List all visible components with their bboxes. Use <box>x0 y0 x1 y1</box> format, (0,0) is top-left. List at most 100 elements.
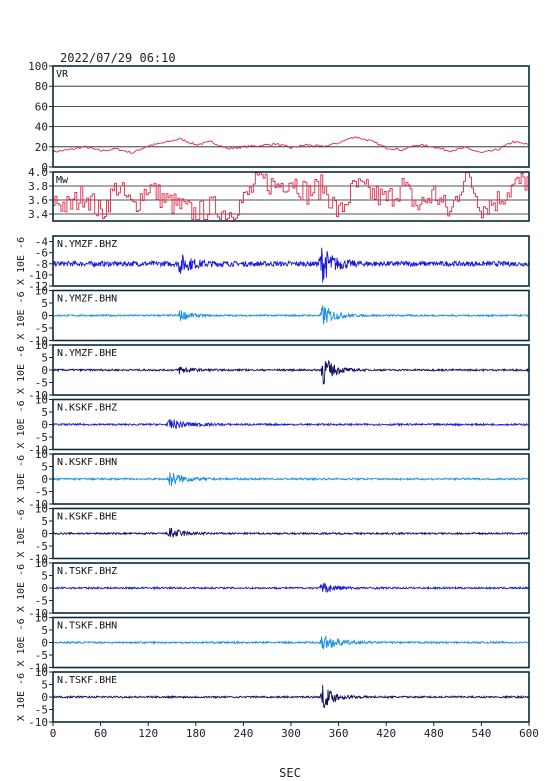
wave-panel-7-ytick-label: -5 <box>35 595 48 608</box>
wave-panel-5-ytick-label: -5 <box>35 486 48 499</box>
wave-panel-2-ylabel: X 10E -6 <box>16 291 27 339</box>
wave-panel-5-ylabel: X 10E -6 <box>16 455 27 503</box>
wave-panel-7-ytick-label: -10 <box>28 607 48 620</box>
x-tick-label: 0 <box>50 727 57 740</box>
wave-panel-8-ytick-label: 0 <box>41 637 48 650</box>
mw-ytick-label: 4.0 <box>28 166 48 179</box>
wave-panel-1-frame <box>52 235 530 287</box>
wave-panel-3-ytick-label: 5 <box>41 352 48 365</box>
wave-panel-4-frame <box>52 398 530 451</box>
wave-panel-5-label: N.KSKF.BHN <box>57 457 117 468</box>
wave-panel-8-ylabel: X 10E -6 <box>16 618 27 666</box>
mw-series-line <box>53 172 530 221</box>
wave-panel-6-ytick-label: -5 <box>35 540 48 553</box>
vr-ytick-label: 20 <box>35 141 48 154</box>
wave-panel-6-ytick-label: 10 <box>35 503 48 516</box>
wave-panel-6-ytick-label: -10 <box>28 553 48 566</box>
wave-panel-5-frame <box>52 453 530 505</box>
wave-panel-8-ytick-label: 5 <box>41 624 48 637</box>
x-tick-label: 480 <box>424 727 444 740</box>
wave-panel-2-ytick-label: -5 <box>35 322 48 335</box>
wave-panel-1-label: N.YMZF.BHZ <box>57 239 117 250</box>
wave-panel-1-ylabel: X 10E -6 <box>16 237 27 285</box>
wave-panel-3-ytick-label: 0 <box>41 364 48 377</box>
wave-panel-9-ytick-label: -10 <box>28 716 48 729</box>
wave-panel-2-ytick-label: 5 <box>41 297 48 310</box>
wave-panel-1-ytick-label: -12 <box>28 280 48 293</box>
vr-ytick-label: 60 <box>35 100 48 113</box>
vr-panel: 0 20 40 60 80 100 VR <box>28 60 530 174</box>
wave-panel-4-ylabel: X 10E -6 <box>16 400 27 448</box>
wave-panel-1-ytick-label: -10 <box>28 269 48 282</box>
wave-panel-8-frame <box>52 616 530 669</box>
wave-panel-1-ytick-label: -6 <box>35 247 48 260</box>
wave-panel-8-ytick-label: -10 <box>28 662 48 675</box>
wave-panel-4-ytick-label: 0 <box>41 419 48 432</box>
wave-panel-6-ylabel: X 10E -6 <box>16 509 27 557</box>
wave-panel-8-label: N.TSKF.BHN <box>57 621 117 632</box>
wave-panel-3-label: N.YMZF.BHE <box>57 348 117 359</box>
vr-panel-label: VR <box>56 69 69 80</box>
panels: 020406080100VR3.43.63.84.0Mw-12-10-8-6-4… <box>16 60 530 729</box>
wave-panel-7-label: N.TSKF.BHZ <box>57 566 117 577</box>
wave-panel-2-label: N.YMZF.BHN <box>57 294 117 305</box>
wave-panel-5-ytick-label: 0 <box>41 473 48 486</box>
x-tick-label: 120 <box>138 727 158 740</box>
x-axis-title: SEC <box>279 766 301 780</box>
wave-panel-7-ytick-label: 0 <box>41 582 48 595</box>
wave-panel-3-waveform <box>52 359 530 385</box>
wave-panel-3-ytick-label: -5 <box>35 377 48 390</box>
wave-panel-5-ytick-label: -10 <box>28 498 48 511</box>
wave-panel-5-waveform <box>52 472 530 487</box>
mw-ytick-label: 3.6 <box>28 194 48 207</box>
wave-panel-4-ytick-label: 5 <box>41 406 48 419</box>
wave-panel-3-ylabel: X 10E -6 <box>16 346 27 394</box>
mw-panel-label: Mw <box>56 175 69 186</box>
x-tick-label: 180 <box>186 727 206 740</box>
wave-panel-9-ytick-label: -5 <box>35 704 48 717</box>
mw-ytick-label: 3.4 <box>28 208 48 221</box>
wave-panel-4-ytick-label: 10 <box>35 394 48 407</box>
wave-panel-8-ytick-label: -5 <box>35 649 48 662</box>
x-axis: 0 60 120 180 240 300 360 420 480 540 600 <box>50 722 539 740</box>
wave-panel-6-frame <box>52 507 530 560</box>
wave-panel-6-waveform <box>52 527 530 538</box>
x-tick-label: 240 <box>233 727 253 740</box>
wave-panel-3-frame <box>52 344 530 396</box>
wave-panel-8-waveform <box>52 635 530 650</box>
mw-frame <box>52 171 530 222</box>
wave-panel-7-frame <box>52 562 530 614</box>
vr-ytick-label: 80 <box>35 80 48 93</box>
wave-panel-7-ytick-label: 5 <box>41 570 48 583</box>
mw-ytick-label: 3.8 <box>28 180 48 193</box>
wave-panel-4-ytick-label: -10 <box>28 444 48 457</box>
wave-panel-7-waveform <box>52 582 530 593</box>
wave-panel-9-ylabel: X 10E -6 <box>16 673 27 721</box>
wave-panel-4-label: N.KSKF.BHZ <box>57 403 117 414</box>
wave-panel-4-ytick-label: -5 <box>35 431 48 444</box>
x-tick-label: 540 <box>471 727 491 740</box>
wave-panel-5-ytick-label: 5 <box>41 461 48 474</box>
vr-ytick-label: 100 <box>28 60 48 73</box>
wave-panel-2-ytick-label: 10 <box>35 285 48 298</box>
wave-panel-3-ytick-label: -10 <box>28 389 48 402</box>
wave-panel-1-ytick-label: -4 <box>35 236 49 249</box>
vr-series-line <box>52 136 530 154</box>
x-tick-label: 420 <box>376 727 396 740</box>
wave-panel-8-ytick-label: 10 <box>35 612 48 625</box>
wave-panel-9-ytick-label: 10 <box>35 666 48 679</box>
wave-panel-7-ylabel: X 10E -6 <box>16 564 27 612</box>
wave-panel-2-waveform <box>52 305 530 325</box>
wave-panel-1-waveform <box>52 247 530 283</box>
wave-panel-3-ytick-label: 10 <box>35 339 48 352</box>
wave-panel-9-ytick-label: 5 <box>41 679 48 692</box>
x-tick-label: 600 <box>519 727 539 740</box>
vr-frame <box>52 65 530 168</box>
vr-ytick-label: 40 <box>35 121 48 134</box>
